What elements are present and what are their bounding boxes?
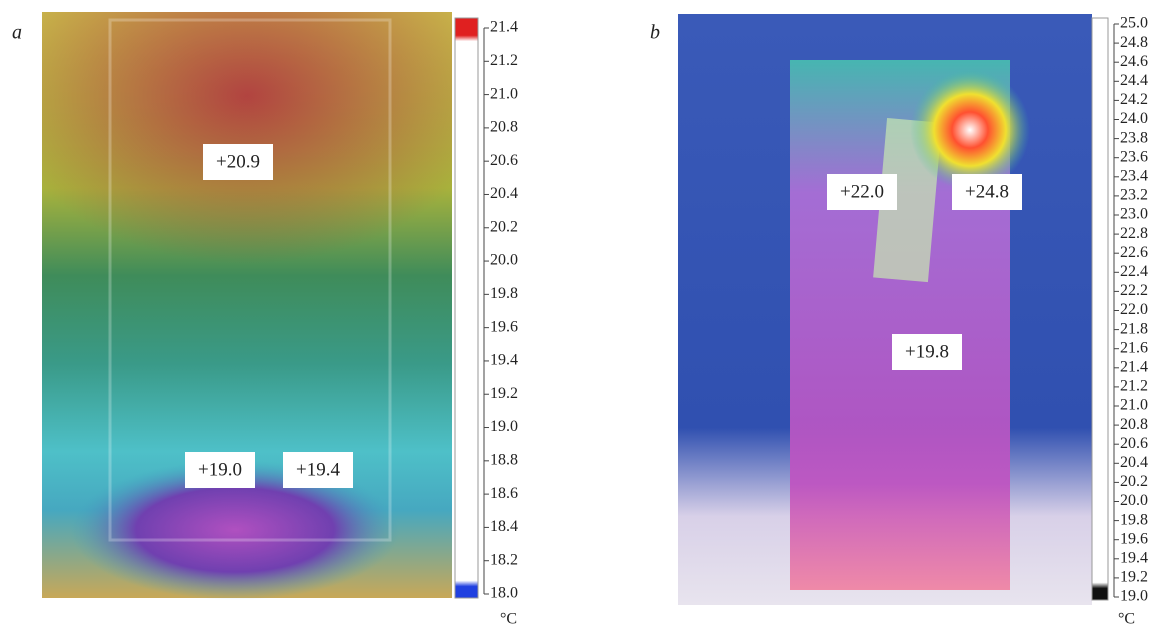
temperature-label: +20.9	[216, 151, 260, 172]
temperature-label: +19.8	[905, 341, 949, 362]
tick-label: 22.2	[1120, 282, 1148, 299]
tick-label: 19.2	[1120, 569, 1148, 586]
tick-label: 21.0	[1120, 397, 1148, 414]
temperature-label: +24.8	[965, 181, 1009, 202]
tick-label: 20.0	[490, 252, 518, 269]
annotation-box	[827, 174, 897, 210]
tick-label: 19.6	[1120, 530, 1148, 547]
tick-label: 24.0	[1120, 110, 1148, 127]
tick-label: 20.8	[1120, 416, 1148, 433]
tick-label: 20.8	[490, 119, 518, 136]
tick-label: 20.2	[1120, 473, 1148, 490]
thermal-image-a	[42, 12, 452, 600]
tick-label: 21.8	[1120, 320, 1148, 337]
annotation-box	[952, 174, 1022, 210]
tick-label: 19.4	[490, 352, 518, 369]
tick-label: 22.8	[1120, 225, 1148, 242]
tick-label: 19.8	[490, 285, 518, 302]
temperature-label: +22.0	[840, 181, 884, 202]
annotation-box	[203, 144, 273, 180]
tick-label: 21.2	[490, 52, 518, 69]
panel-label: a	[12, 22, 22, 44]
tick-label: 25.0	[1120, 15, 1148, 32]
tick-label: 18.0	[490, 585, 518, 602]
tick-label: 23.4	[1120, 167, 1148, 184]
tick-label: 23.2	[1120, 187, 1148, 204]
tick-label: 20.6	[490, 152, 518, 169]
tick-label: 20.6	[1120, 435, 1148, 452]
color-bar-a	[454, 17, 479, 599]
tick-label: 19.8	[1120, 511, 1148, 528]
tick-label: 19.6	[490, 318, 518, 335]
panel-label: b	[650, 22, 660, 44]
tick-label: 22.6	[1120, 244, 1148, 261]
tick-label: 19.0	[1120, 588, 1148, 605]
tick-label: 22.4	[1120, 263, 1148, 280]
annotation-box	[185, 452, 255, 488]
tick-label: 23.6	[1120, 148, 1148, 165]
tick-label: 24.6	[1120, 53, 1148, 70]
tick-label: 18.6	[490, 485, 518, 502]
color-bar-b	[1091, 17, 1109, 601]
tick-label: 23.8	[1120, 129, 1148, 146]
tick-label: 24.8	[1120, 34, 1148, 51]
tick-label: 23.0	[1120, 206, 1148, 223]
tick-label: 21.2	[1120, 378, 1148, 395]
tick-label: 24.2	[1120, 91, 1148, 108]
tick-label: 20.0	[1120, 492, 1148, 509]
annotation-box	[892, 334, 962, 370]
unit-label: °C	[500, 611, 517, 628]
tick-label: 18.8	[490, 451, 518, 468]
tick-label: 19.0	[490, 418, 518, 435]
tick-label: 19.2	[490, 385, 518, 402]
tick-label: 21.4	[1120, 358, 1148, 375]
unit-label: °C	[1118, 611, 1135, 628]
tick-label: 20.2	[490, 218, 518, 235]
temperature-label: +19.0	[198, 459, 242, 480]
tick-label: 20.4	[490, 185, 518, 202]
tick-label: 19.4	[1120, 549, 1148, 566]
tick-label: 21.6	[1120, 339, 1148, 356]
tick-label: 18.2	[490, 551, 518, 568]
temperature-label: +19.4	[296, 459, 340, 480]
thermal-image-b	[678, 14, 1092, 605]
tick-label: 24.4	[1120, 72, 1148, 89]
tick-label: 20.4	[1120, 454, 1148, 471]
tick-label: 21.0	[490, 85, 518, 102]
tick-label: 22.0	[1120, 301, 1148, 318]
tick-label: 18.4	[490, 518, 518, 535]
annotation-box	[283, 452, 353, 488]
tick-label: 21.4	[490, 19, 518, 36]
